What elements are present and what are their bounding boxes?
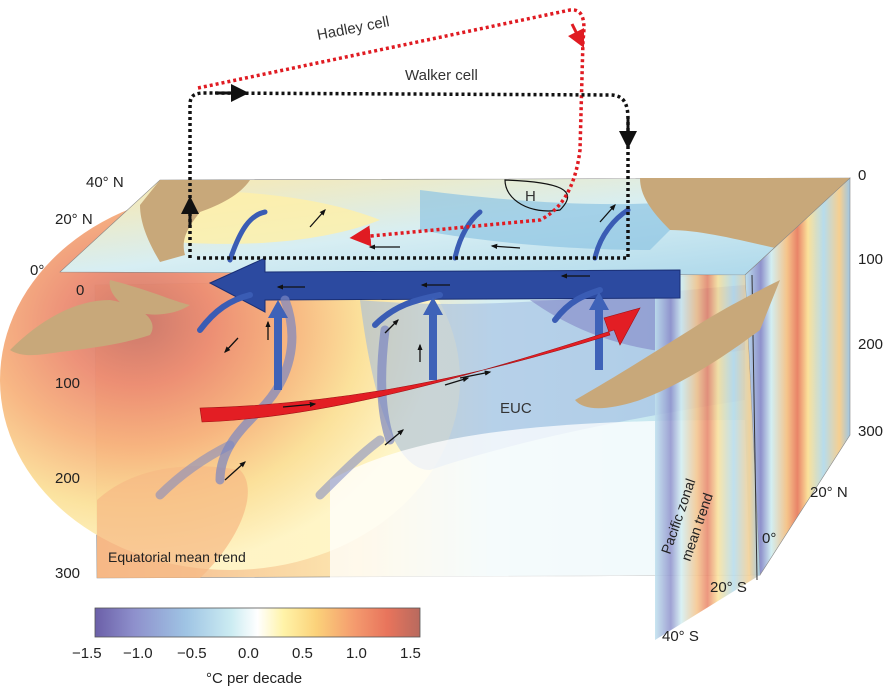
right-depth-200: 200 — [858, 336, 883, 353]
side-lat-20n: 20° N — [810, 484, 848, 501]
side-lat-20s: 20° S — [710, 579, 747, 596]
colorbar-tick: −1.0 — [123, 645, 153, 662]
lat-0-label: 0° — [30, 262, 44, 279]
side-lat-40s: 40° S — [662, 628, 699, 645]
colorbar-unit: °C per decade — [206, 670, 302, 687]
euc-arrow — [199, 307, 641, 423]
colorbar-tick: 0.0 — [238, 645, 259, 662]
south-america-landmass — [575, 280, 780, 409]
colorbar-tick: −0.5 — [177, 645, 207, 662]
front-depth-200: 200 — [55, 470, 80, 487]
right-depth-300: 300 — [858, 423, 883, 440]
lat-40n-label: 40° N — [86, 174, 124, 191]
hadley-cell-label: Hadley cell — [316, 13, 391, 44]
colorbar-tick: 1.0 — [346, 645, 367, 662]
front-depth-300: 300 — [55, 565, 80, 582]
front-depth-100: 100 — [55, 375, 80, 392]
hadley-cell-loop — [197, 8, 586, 247]
right-depth-0: 0 — [858, 167, 866, 184]
indonesia-landmass — [109, 280, 190, 315]
upwelling-arrows — [268, 292, 609, 390]
asia-landmass — [140, 180, 250, 262]
depth-0-front-label: 0 — [76, 282, 84, 299]
small-flow-arrows — [224, 204, 616, 481]
colorbar: −1.5 −1.0 −0.5 0.0 0.5 1.0 1.5 °C per de… — [72, 607, 421, 687]
equatorial-panel-label: Equatorial mean trend — [108, 549, 246, 565]
colorbar-tick: 1.5 — [400, 645, 421, 662]
colorbar-gradient — [94, 607, 421, 638]
lat-20n-label: 20° N — [55, 211, 93, 228]
side-lat-0: 0° — [762, 530, 776, 547]
colorbar-tick: −1.5 — [72, 645, 102, 662]
high-pressure-label: H — [525, 188, 536, 205]
colorbar-tick: 0.5 — [292, 645, 313, 662]
australia-landmass — [10, 300, 153, 356]
euc-label: EUC — [500, 400, 532, 417]
americas-landmass — [640, 178, 850, 248]
right-depth-100: 100 — [858, 251, 883, 268]
walker-cell-label: Walker cell — [405, 67, 478, 84]
